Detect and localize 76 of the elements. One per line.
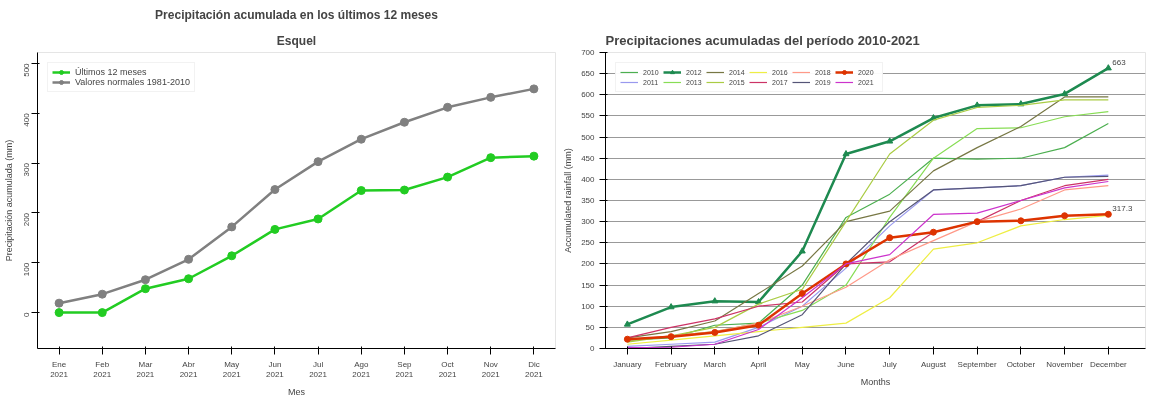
y-tick-label: 200 [581,259,596,269]
y-tick-label: 300 [581,217,596,227]
x-tick-label: May 2021 [222,359,242,380]
y-tick-label: 650 [581,69,596,79]
point [798,247,806,254]
y-tick-label: 550 [581,111,596,121]
point [973,101,981,108]
x-tick-label: Sep 2021 [395,359,414,380]
point [886,234,894,242]
x-tick-label: Mar 2021 [136,359,155,380]
point [1104,210,1112,218]
x-tick-label: November [1046,359,1084,369]
y-tick-label: 0 [22,312,31,318]
point [1061,212,1069,220]
x-tick-label: Abr 2021 [179,359,199,380]
point [667,333,675,341]
y-tick-label: 300 [22,162,31,177]
y-tick-label: 700 [581,48,596,57]
x-tick-label: October [1006,359,1036,369]
x-tick-label: Ago 2021 [352,359,371,380]
x-tick-label: Jul 2021 [309,359,328,380]
y-tick-label: 500 [581,132,596,142]
x-tick-label: February [655,359,688,369]
point [798,290,806,298]
y-tick-label: 450 [581,153,596,163]
y-tick-label: 50 [585,322,596,332]
chart-title: Precipitación acumulada en los últimos 12 meses [155,7,439,22]
point [623,335,631,343]
x-axis-title: Months [860,376,891,387]
legend-label: Valores normales 1981-2010 [75,77,190,87]
x-tick-label: September [957,359,998,369]
x-tick-label: March [703,359,726,369]
point [755,321,763,329]
y-tick-label: 100 [22,262,31,277]
point [711,297,719,304]
x-tick-label: Oct 2021 [438,359,458,380]
x-tick-label: December [1089,359,1128,369]
x-tick-label: June [837,359,856,369]
point [623,320,631,327]
point [667,303,675,310]
x-tick-label: Feb 2021 [93,359,112,380]
y-tick-label: 150 [581,280,596,290]
x-tick-label: Jun 2021 [266,359,285,380]
point [929,228,937,236]
point [1017,217,1025,225]
y-axis-title: Accumulated rainfall (mm) [563,148,574,253]
y-tick-label: 400 [581,174,596,184]
x-axis-title: Mes [288,387,306,398]
chart-subtitle: Esquel [276,33,317,48]
x-tick-label: July [882,359,897,369]
y-tick-label: 400 [22,112,31,127]
x-tick-label: Dic 2021 [525,359,544,380]
point [886,137,894,144]
x-tick-label: August [920,359,947,369]
y-tick-label: 500 [22,62,31,77]
chart-title: Precipitaciones acumuladas del período 2010-2021 [605,32,920,48]
point [1061,89,1069,97]
legend-label: Últimos 12 meses [75,67,147,77]
point [842,150,850,157]
x-tick-label: Nov 2021 [481,359,501,380]
point [1104,64,1112,71]
x-tick-label: Ene 2021 [50,359,69,380]
x-tick-label: May [794,359,810,369]
y-tick-label: 250 [581,238,596,248]
y-tick-label: 350 [581,196,596,205]
point [711,328,719,336]
y-tick-label: 0 [590,344,596,353]
annotation: 317.3 [1112,204,1133,214]
y-tick-label: 200 [22,212,31,227]
x-tick-label: January [613,359,642,369]
y-tick-label: 100 [581,301,596,311]
y-tick-label: 600 [581,90,596,100]
point [973,218,981,226]
x-tick-label: April [750,359,767,369]
y-axis-title: Precipitación acumulada (mm) [3,139,14,262]
annotation: 663 [1112,58,1127,68]
